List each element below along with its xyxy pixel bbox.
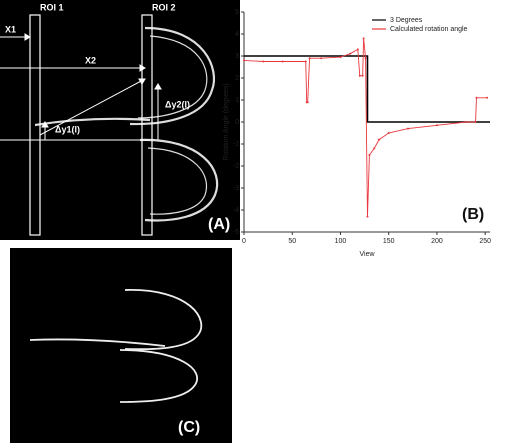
data-line bbox=[244, 55, 490, 123]
roi-label: ROI 2 bbox=[152, 2, 176, 12]
panel-label: (B) bbox=[462, 206, 484, 223]
distance-label: X1 bbox=[5, 24, 16, 34]
x-tick-label: 0 bbox=[242, 238, 246, 245]
data-point bbox=[358, 74, 361, 77]
x-tick-label: 200 bbox=[431, 238, 443, 245]
data-point bbox=[435, 124, 438, 127]
panel-a: ROI 1 ROI 2 X1 X2 Δy1(l) Δy2(l) (A) bbox=[0, 0, 240, 240]
data-point bbox=[339, 56, 342, 59]
data-point bbox=[349, 52, 352, 55]
y-tick-label: -4 bbox=[233, 207, 239, 214]
y-axis-label: Rotation Angle (degrees) bbox=[223, 83, 230, 160]
x-tick-label: 250 bbox=[479, 238, 491, 245]
offset-label: Δy1(l) bbox=[55, 124, 80, 134]
data-point bbox=[361, 74, 364, 77]
y-tick-label: 0 bbox=[235, 119, 239, 126]
x-tick-label: 150 bbox=[383, 238, 395, 245]
data-point bbox=[308, 57, 311, 60]
fiber-curves bbox=[34, 26, 219, 222]
data-point bbox=[368, 154, 371, 156]
panel-label: (C) bbox=[178, 419, 200, 436]
data-point bbox=[306, 101, 309, 104]
roi-2-box bbox=[141, 14, 153, 236]
arrows bbox=[0, 33, 162, 141]
panel-c: (C) bbox=[10, 248, 232, 443]
y-tick-label: -2 bbox=[233, 163, 239, 170]
x-tick-label: 100 bbox=[335, 238, 347, 245]
data-point bbox=[378, 138, 381, 141]
data-point bbox=[486, 96, 489, 99]
x-axis-label: View bbox=[359, 251, 375, 258]
data-point bbox=[304, 60, 307, 63]
data-point bbox=[356, 48, 359, 51]
y-tick-label: 4 bbox=[235, 31, 239, 38]
data-point bbox=[387, 132, 390, 134]
legend-label: Calculated rotation angle bbox=[390, 26, 468, 33]
y-tick-label: 2 bbox=[235, 75, 239, 82]
data-line bbox=[243, 38, 488, 217]
y-tick-label: -1 bbox=[233, 141, 239, 148]
data-point bbox=[364, 57, 367, 60]
data-point bbox=[320, 57, 323, 60]
y-tick-label: 3 bbox=[235, 53, 239, 60]
data-point bbox=[243, 59, 245, 62]
y-tick-label: -5 bbox=[233, 229, 239, 236]
legend-label: 3 Degrees bbox=[390, 17, 423, 24]
data-point bbox=[373, 147, 376, 150]
roi-1-box bbox=[29, 14, 41, 236]
data-point bbox=[407, 127, 409, 130]
distance-label: X2 bbox=[85, 55, 96, 65]
offset-label: Δy2(l) bbox=[165, 99, 190, 109]
y-tick-label: -3 bbox=[233, 185, 239, 192]
x-tick-label: 50 bbox=[288, 238, 296, 245]
roi-label: ROI 1 bbox=[40, 2, 64, 12]
fiber-curves bbox=[29, 289, 203, 403]
panel-label: (A) bbox=[208, 216, 230, 233]
data-point bbox=[474, 121, 477, 123]
data-point bbox=[262, 60, 265, 63]
data-point bbox=[281, 60, 284, 63]
image-background bbox=[0, 0, 240, 240]
data-point bbox=[366, 215, 369, 218]
data-point bbox=[475, 96, 478, 99]
data-point bbox=[362, 37, 365, 40]
image-background bbox=[10, 248, 232, 443]
data-point bbox=[464, 121, 467, 123]
y-tick-label: 5 bbox=[235, 9, 239, 16]
y-tick-label: 1 bbox=[235, 97, 239, 104]
